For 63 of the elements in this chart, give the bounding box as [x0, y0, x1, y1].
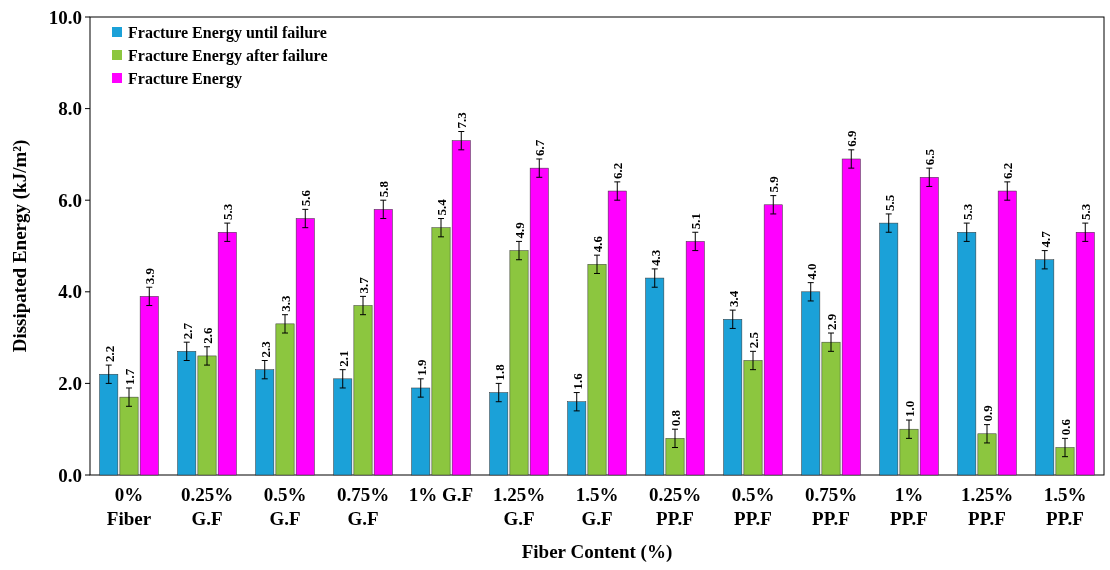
data-label: 1.0 — [902, 400, 917, 418]
x-tick-label: 0% Fiber — [106, 484, 152, 529]
x-tick-label: 1.25% PP.F — [960, 484, 1014, 529]
x-tick-label: 1% PP.F — [890, 484, 928, 529]
data-label: 6.2 — [610, 162, 626, 179]
data-label: 4.0 — [803, 263, 819, 280]
y-tick-label: 6.0 — [58, 189, 82, 211]
data-label: 5.4 — [434, 198, 449, 216]
y-tick-label: 2.0 — [58, 373, 82, 395]
data-label: 2.3 — [257, 340, 273, 358]
y-tick-label: 0.0 — [58, 464, 82, 486]
x-tick-label: 1.5% G.F — [575, 484, 619, 529]
data-label: 3.3 — [278, 294, 293, 312]
x-tick-label: 0.25% PP.F — [648, 484, 702, 529]
y-tick-label: 4.0 — [58, 281, 82, 303]
data-label: 5.6 — [298, 189, 314, 207]
data-label: 4.3 — [647, 249, 663, 266]
data-label: 5.8 — [376, 180, 392, 198]
data-label: 2.5 — [746, 331, 761, 349]
x-tick-label: 0.75% G.F — [336, 484, 390, 529]
data-label: 2.6 — [200, 327, 215, 344]
data-label: 1.6 — [569, 372, 585, 390]
y-tick-label: 8.0 — [58, 98, 82, 120]
legend-label: Fracture Energy until failure — [128, 23, 327, 42]
x-tick-label: 1.25% G.F — [492, 484, 546, 529]
data-label: 1.9 — [413, 359, 429, 376]
data-label: 5.5 — [881, 194, 897, 211]
x-tick-label: 0.5% G.F — [263, 484, 307, 529]
data-label: 0.8 — [668, 409, 683, 427]
data-label: 5.9 — [766, 175, 782, 193]
data-label: 5.3 — [220, 203, 236, 221]
x-tick-label: 1% G.F — [408, 484, 474, 505]
data-label: 0.6 — [1058, 418, 1073, 436]
data-label: 7.3 — [454, 111, 470, 129]
data-label: 2.2 — [101, 345, 117, 363]
data-label: 2.9 — [824, 313, 839, 331]
data-label: 6.5 — [922, 148, 938, 166]
data-label: 5.1 — [688, 213, 704, 230]
data-label: 1.8 — [491, 363, 507, 381]
data-label: 6.7 — [532, 139, 548, 156]
legend-label: Fracture Energy — [128, 69, 242, 88]
legend-label: Fracture Energy after failure — [128, 46, 328, 65]
data-label: 6.2 — [1000, 162, 1016, 179]
data-label: 4.7 — [1037, 230, 1053, 248]
data-label: 0.9 — [980, 404, 995, 422]
data-label: 5.3 — [959, 203, 975, 221]
data-label: 6.9 — [844, 130, 860, 147]
x-tick-label: 1.5% PP.F — [1043, 484, 1087, 529]
x-tick-label: 0.25% G.F — [180, 484, 234, 529]
data-label: 3.7 — [356, 276, 371, 294]
data-label: 4.9 — [512, 221, 527, 239]
x-tick-label: 0.75% PP.F — [804, 484, 858, 529]
data-label: 3.4 — [725, 290, 741, 308]
x-tick-label: 0.5% PP.F — [731, 484, 775, 529]
data-label: 4.6 — [590, 235, 605, 253]
data-label: 2.7 — [179, 322, 195, 340]
y-tick-label: 10.0 — [48, 6, 82, 28]
x-axis-title: Fiber Content (%) — [521, 541, 673, 563]
data-label: 3.9 — [142, 267, 158, 285]
data-label: 2.1 — [335, 350, 351, 367]
y-axis-title: Dissipated Energy (kJ/m²) — [9, 139, 31, 353]
data-label: 5.3 — [1078, 203, 1094, 221]
data-label: 1.7 — [122, 368, 137, 385]
